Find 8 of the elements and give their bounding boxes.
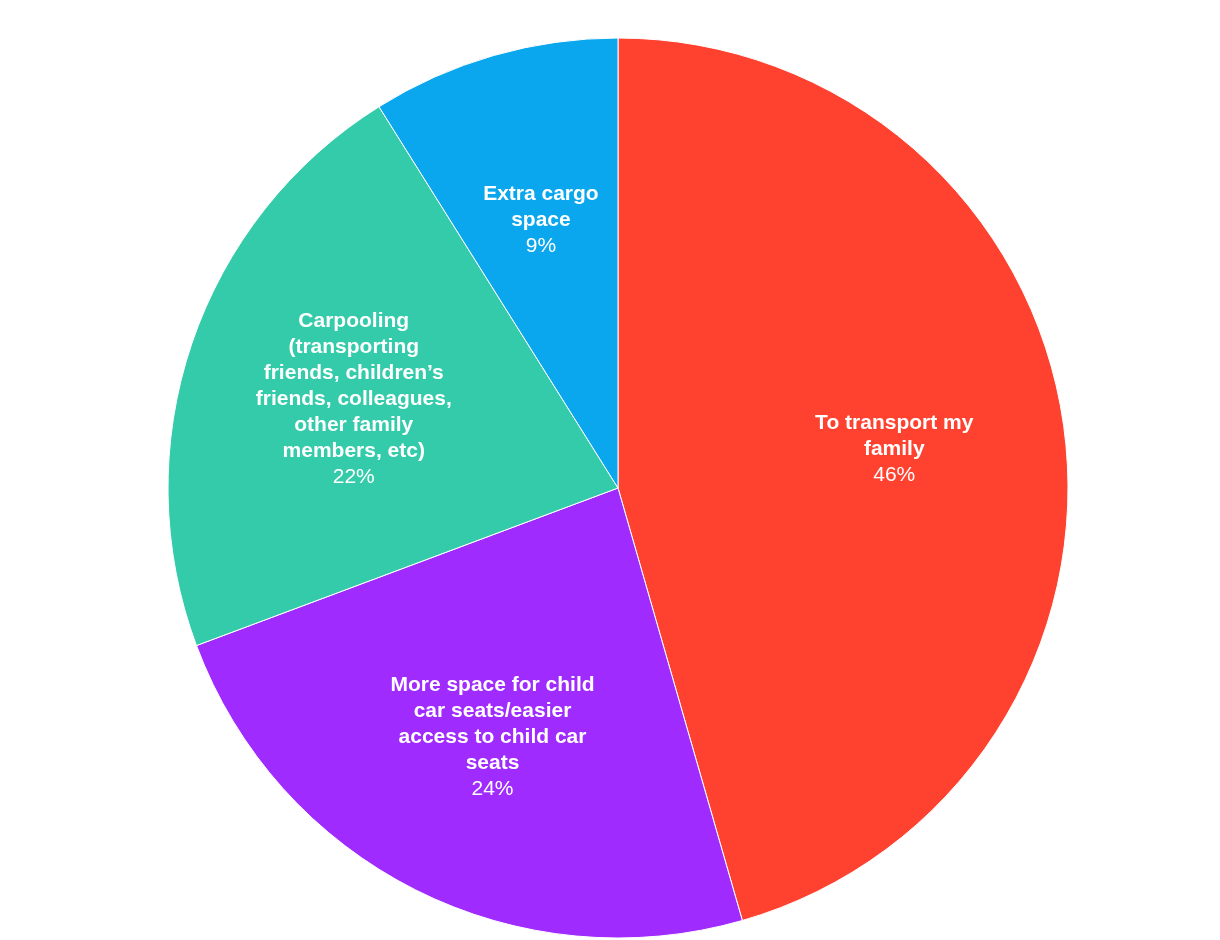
data-label: 24% — [471, 775, 514, 799]
slice-label: More space for child car seats/easier access to child car seats — [390, 671, 595, 773]
slice-label: Extra cargo space — [483, 180, 599, 230]
slice-label: Carpooling (transporting friends, children’s friends, colleagues, other family members, etc) — [255, 307, 452, 461]
data-label: 9% — [525, 232, 557, 256]
data-label: 22% — [332, 463, 375, 487]
slice-label: To transport my family — [815, 409, 974, 459]
data-label: 46% — [873, 461, 916, 485]
